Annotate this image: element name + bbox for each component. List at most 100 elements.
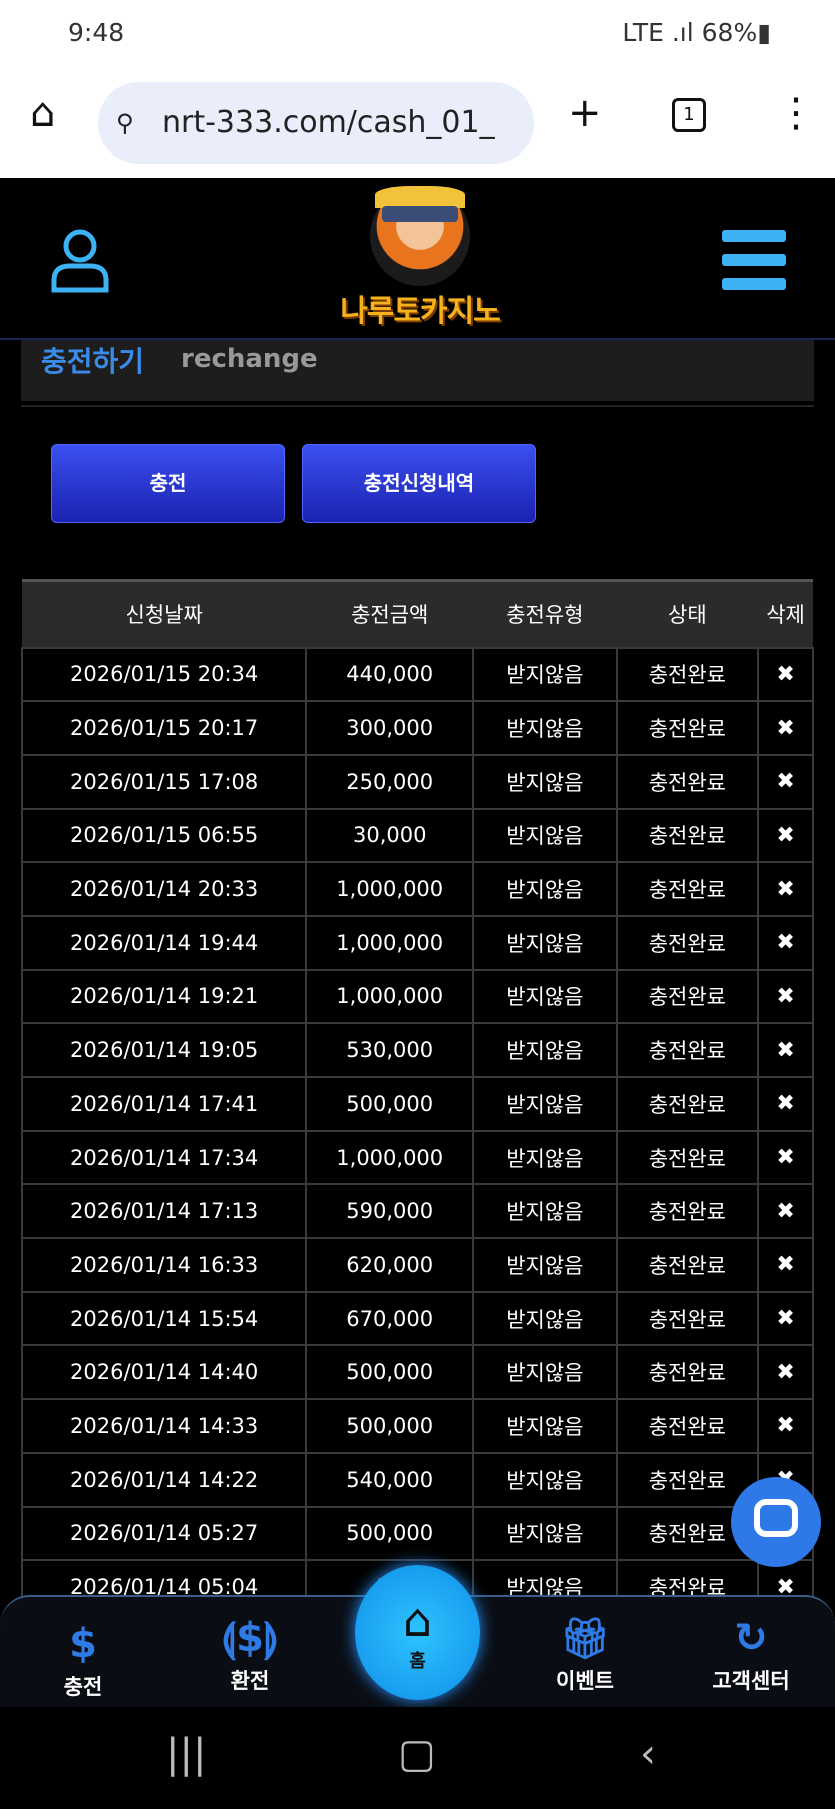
delete-button[interactable]: ✖ bbox=[757, 1290, 814, 1347]
gift-icon: 🎁︎ bbox=[559, 1616, 611, 1662]
divider bbox=[21, 405, 814, 407]
status-cell: 충전완료 bbox=[615, 914, 760, 971]
home-icon[interactable]: ⌂ bbox=[30, 90, 56, 136]
type-cell: 받지않음 bbox=[472, 1183, 618, 1240]
address-bar[interactable]: ⚲ nrt-333.com/cash_01_ bbox=[98, 82, 534, 164]
delete-button[interactable]: ✖ bbox=[757, 1129, 814, 1186]
recent-apps-icon[interactable]: ||| bbox=[166, 1731, 207, 1777]
column-header: 신청날짜 bbox=[22, 579, 307, 648]
exchange-hands-dollar-icon: ⟬$⟭ bbox=[221, 1615, 279, 1661]
delete-button[interactable]: ✖ bbox=[757, 1398, 814, 1454]
column-header: 충전금액 bbox=[306, 579, 474, 648]
nav-charge[interactable]: $ 충전 bbox=[18, 1621, 148, 1701]
delete-button[interactable]: ✖ bbox=[757, 700, 814, 756]
date-cell: 2026/01/14 15:54 bbox=[20, 1290, 308, 1347]
amount-cell: 530,000 bbox=[305, 1022, 475, 1078]
delete-button[interactable]: ✖ bbox=[757, 968, 814, 1025]
clock: 9:48 bbox=[68, 18, 125, 47]
status-cell: 충전완료 bbox=[615, 807, 760, 864]
back-icon[interactable]: ‹ bbox=[640, 1731, 656, 1777]
status-cell: 충전완료 bbox=[615, 1076, 760, 1132]
delete-button[interactable]: ✖ bbox=[757, 753, 814, 810]
chat-icon bbox=[754, 1499, 798, 1537]
table-row: 2026/01/14 15:54 670,000 받지않음 충전완료 ✖ bbox=[20, 1290, 814, 1347]
tab-count-button[interactable]: 1 bbox=[672, 98, 706, 132]
type-cell: 받지않음 bbox=[472, 1129, 618, 1186]
date-cell: 2026/01/15 20:17 bbox=[20, 700, 308, 756]
status-cell: 충전완료 bbox=[615, 968, 760, 1025]
date-cell: 2026/01/14 16:33 bbox=[20, 1237, 308, 1293]
amount-cell: 500,000 bbox=[305, 1505, 475, 1562]
nav-label: 충전 bbox=[63, 1675, 103, 1699]
live-chat-button[interactable] bbox=[731, 1477, 821, 1567]
status-cell: 충전완료 bbox=[615, 861, 760, 917]
column-header: 삭제 bbox=[758, 579, 813, 648]
delete-button[interactable]: ✖ bbox=[757, 1022, 814, 1078]
delete-button[interactable]: ✖ bbox=[757, 1237, 814, 1293]
type-cell: 받지않음 bbox=[472, 914, 618, 971]
table-row: 2026/01/14 17:34 1,000,000 받지않음 충전완료 ✖ bbox=[20, 1129, 814, 1186]
table-row: 2026/01/14 20:33 1,000,000 받지않음 충전완료 ✖ bbox=[20, 861, 814, 917]
signal-icon: .ıl bbox=[671, 18, 694, 47]
delete-button[interactable]: ✖ bbox=[757, 1183, 814, 1240]
amount-cell: 540,000 bbox=[305, 1451, 475, 1508]
date-cell: 2026/01/14 19:21 bbox=[20, 968, 308, 1025]
charge-history-table: 신청날짜 충전금액 충전유형 상태 삭제 2026/01/15 20:34 440,000… bbox=[20, 579, 814, 1615]
amount-cell: 30,000 bbox=[305, 807, 475, 864]
new-tab-icon[interactable]: + bbox=[568, 90, 602, 136]
date-cell: 2026/01/14 05:27 bbox=[20, 1505, 308, 1562]
amount-cell: 1,000,000 bbox=[305, 968, 475, 1025]
nav-label: 고객센터 bbox=[712, 1669, 790, 1693]
home-icon: ⌂ bbox=[402, 1593, 433, 1647]
amount-cell: 1,000,000 bbox=[305, 914, 475, 971]
support-24-icon: ↻ bbox=[734, 1615, 768, 1661]
nav-home[interactable]: ⌂ 홈 bbox=[355, 1565, 480, 1700]
delete-button[interactable]: ✖ bbox=[757, 914, 814, 971]
date-cell: 2026/01/14 14:22 bbox=[20, 1451, 308, 1508]
delete-button[interactable]: ✖ bbox=[757, 1076, 814, 1132]
table-row: 2026/01/14 19:05 530,000 받지않음 충전완료 ✖ bbox=[20, 1022, 814, 1078]
amount-cell: 440,000 bbox=[305, 646, 475, 703]
url-text: nrt-333.com/cash_01_ bbox=[162, 105, 495, 140]
date-cell: 2026/01/14 17:34 bbox=[20, 1129, 308, 1186]
type-cell: 받지않음 bbox=[472, 646, 618, 703]
delete-button[interactable]: ✖ bbox=[757, 807, 814, 864]
charge-history-button[interactable]: 충전신청내역 bbox=[302, 444, 536, 523]
site-logo[interactable]: 나루토카지노 bbox=[320, 186, 520, 332]
network-label: LTE bbox=[622, 18, 664, 47]
user-icon[interactable] bbox=[50, 228, 110, 294]
table-row: 2026/01/15 20:17 300,000 받지않음 충전완료 ✖ bbox=[20, 700, 814, 756]
date-cell: 2026/01/14 17:13 bbox=[20, 1183, 308, 1240]
date-cell: 2026/01/15 06:55 bbox=[20, 807, 308, 864]
date-cell: 2026/01/14 14:40 bbox=[20, 1344, 308, 1401]
charge-button[interactable]: 충전 bbox=[51, 444, 285, 523]
system-home-icon[interactable]: ▢ bbox=[398, 1731, 436, 1777]
battery-level: 68% bbox=[701, 18, 758, 47]
date-cell: 2026/01/14 19:05 bbox=[20, 1022, 308, 1078]
status-cell: 충전완료 bbox=[615, 646, 760, 703]
more-menu-icon[interactable]: ⋮ bbox=[776, 90, 816, 136]
section-title-en: rechange bbox=[181, 344, 318, 374]
section-title: 충전하기 rechange bbox=[21, 340, 814, 401]
table-row: 2026/01/14 17:41 500,000 받지않음 충전완료 ✖ bbox=[20, 1076, 814, 1132]
delete-button[interactable]: ✖ bbox=[757, 1344, 814, 1401]
site-settings-icon[interactable]: ⚲ bbox=[116, 109, 134, 137]
nav-label: 환전 bbox=[230, 1669, 270, 1693]
column-header: 상태 bbox=[616, 579, 759, 648]
table-row: 2026/01/15 20:34 440,000 받지않음 충전완료 ✖ bbox=[20, 646, 814, 703]
status-bar: 9:48 LTE .ıl 68%▮ bbox=[0, 0, 835, 70]
hamburger-menu-icon[interactable] bbox=[722, 230, 786, 302]
delete-button[interactable]: ✖ bbox=[757, 646, 814, 703]
status-cell: 충전완료 bbox=[615, 1237, 760, 1293]
table-row: 2026/01/14 14:33 500,000 받지않음 충전완료 ✖ bbox=[20, 1398, 814, 1454]
status-cell: 충전완료 bbox=[615, 700, 760, 756]
delete-button[interactable]: ✖ bbox=[757, 861, 814, 917]
type-cell: 받지않음 bbox=[472, 1076, 618, 1132]
nav-exchange[interactable]: ⟬$⟭ 환전 bbox=[185, 1615, 315, 1695]
type-cell: 받지않음 bbox=[472, 1022, 618, 1078]
nav-event[interactable]: 🎁︎ 이벤트 bbox=[520, 1615, 650, 1695]
nav-support[interactable]: ↻ 고객센터 bbox=[686, 1615, 816, 1695]
amount-cell: 1,000,000 bbox=[305, 861, 475, 917]
table-row: 2026/01/14 16:33 620,000 받지않음 충전완료 ✖ bbox=[20, 1237, 814, 1293]
